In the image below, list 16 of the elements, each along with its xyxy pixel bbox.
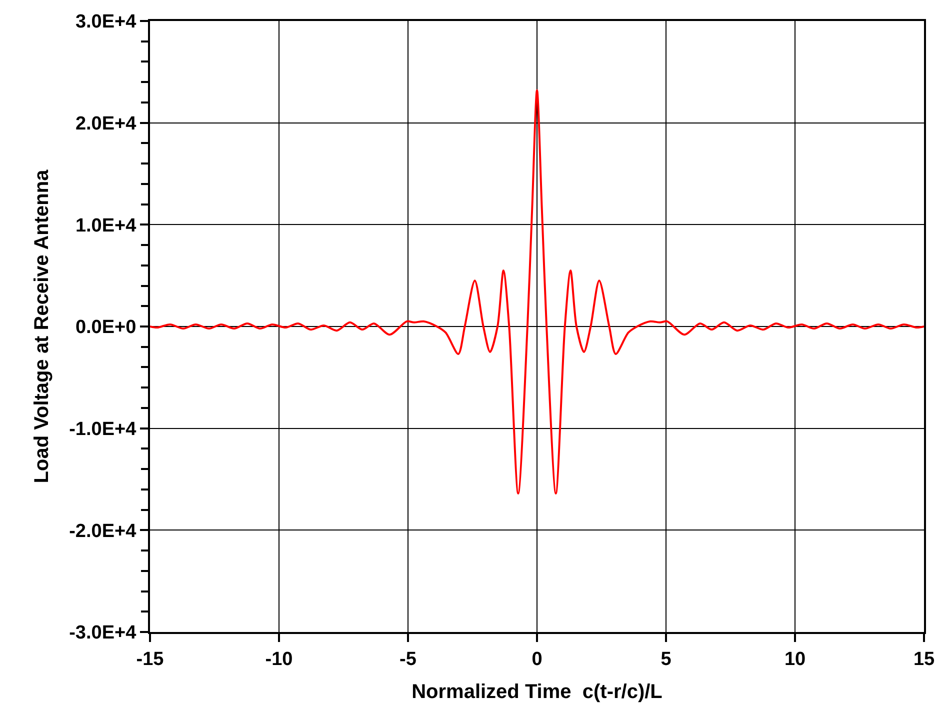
x-tick-label: -10 [265, 648, 293, 670]
x-tick-label: 10 [784, 648, 806, 670]
x-tick-label: -15 [136, 648, 164, 670]
y-tick-label: 2.0E+4 [75, 113, 137, 134]
y-tick-label: 1.0E+4 [75, 215, 137, 236]
x-tick-label: 5 [660, 648, 672, 670]
y-tick-label: -2.0E+4 [69, 520, 137, 542]
y-tick-label: 3.0E+4 [75, 12, 137, 33]
y-tick-label: 0.0E+0 [75, 317, 136, 338]
y-axis-title: Load Voltage at Receive Antenna [31, 168, 54, 484]
x-tick-label: 0 [532, 648, 542, 670]
y-tick-label: -1.0E+4 [69, 418, 137, 440]
x-axis-title: Normalized Time c(t-r/c)/L [412, 680, 662, 703]
x-tick-label: 15 [913, 648, 935, 670]
x-tick-label: -5 [400, 648, 417, 670]
y-tick-label: -3.0E+4 [69, 622, 137, 644]
